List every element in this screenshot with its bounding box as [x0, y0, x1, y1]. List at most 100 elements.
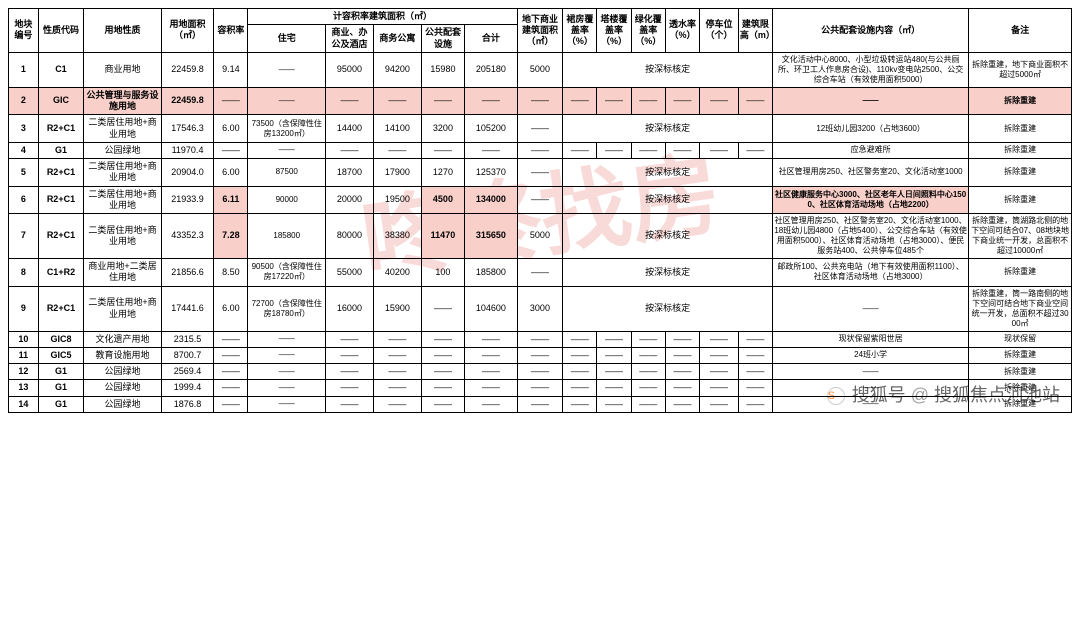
- cell-pub-content: 应急避难所: [773, 142, 969, 158]
- cell-podium: 按深标核定: [563, 214, 773, 259]
- cell-land-use: 二类居住用地+商业用地: [84, 214, 162, 259]
- cell-far: 6.00: [214, 286, 248, 331]
- cell-podium: 按深标核定: [563, 286, 773, 331]
- cell-ug-biz: ——: [517, 115, 563, 143]
- cell-gfa-biz: ——: [326, 347, 374, 363]
- cell-gfa-pub: 15980: [421, 52, 464, 87]
- table-row: 2GIC公共管理与服务设施用地22459.8——————————————————…: [9, 87, 1072, 115]
- cell-gfa-pub: 1270: [421, 159, 464, 187]
- cell-land-use: 商业用地+二类居住用地: [84, 259, 162, 287]
- cell-remark: 现状保留: [969, 331, 1072, 347]
- cell-podium: 按深标核定: [563, 259, 773, 287]
- cell-perm: ——: [665, 380, 699, 396]
- cell-land-use: 公园绿地: [84, 142, 162, 158]
- th-gfa-biz: 商业、办公及酒店: [326, 25, 374, 53]
- th-plot-no: 地块编号: [9, 9, 39, 53]
- th-ug-biz: 地下商业建筑面积（㎡）: [517, 9, 563, 53]
- cell-land-area: 2315.5: [161, 331, 213, 347]
- cell-gfa-apt: ——: [373, 364, 421, 380]
- cell-gfa-apt: ——: [373, 380, 421, 396]
- cell-far: ——: [214, 87, 248, 115]
- table-row: 3R2+C1二类居住用地+商业用地17546.36.0073500（含保障性住房…: [9, 115, 1072, 143]
- cell-land-area: 22459.8: [161, 87, 213, 115]
- cell-gfa-total: ——: [465, 396, 518, 412]
- cell-remark: 拆除重建，地下商业面积不超过5000㎡: [969, 52, 1072, 87]
- cell-far: 6.00: [214, 115, 248, 143]
- cell-podium: ——: [563, 142, 597, 158]
- cell-gfa-res: ——: [248, 380, 326, 396]
- cell-tower: ——: [597, 347, 631, 363]
- cell-code: G1: [38, 380, 84, 396]
- cell-gfa-res: ——: [248, 347, 326, 363]
- cell-gfa-total: 315650: [465, 214, 518, 259]
- cell-gfa-biz: ——: [326, 396, 374, 412]
- cell-far: ——: [214, 142, 248, 158]
- cell-pub-content: ——: [773, 364, 969, 380]
- cell-gfa-total: ——: [465, 331, 518, 347]
- cell-far: ——: [214, 331, 248, 347]
- table-header: 地块编号 性质代码 用地性质 用地面积（㎡） 容积率 计容积率建筑面积（㎡） 地…: [9, 9, 1072, 53]
- cell-pub-content: ——: [773, 286, 969, 331]
- table-row: 4G1公园绿地11970.4——————————————————————————…: [9, 142, 1072, 158]
- cell-perm: ——: [665, 87, 699, 115]
- cell-plot-no: 3: [9, 115, 39, 143]
- cell-land-area: 21856.6: [161, 259, 213, 287]
- cell-green: ——: [631, 87, 665, 115]
- cell-gfa-total: 205180: [465, 52, 518, 87]
- cell-gfa-pub: ——: [421, 142, 464, 158]
- cell-tower: ——: [597, 331, 631, 347]
- cell-gfa-biz: ——: [326, 364, 374, 380]
- cell-far: ——: [214, 380, 248, 396]
- cell-far: ——: [214, 364, 248, 380]
- table-row: 9R2+C1二类居住用地+商业用地17441.66.0072700（含保障性住房…: [9, 286, 1072, 331]
- cell-gfa-apt: 38380: [373, 214, 421, 259]
- cell-parking: ——: [700, 380, 739, 396]
- cell-tower: ——: [597, 142, 631, 158]
- cell-gfa-total: ——: [465, 380, 518, 396]
- cell-podium: 按深标核定: [563, 115, 773, 143]
- cell-gfa-apt: ——: [373, 331, 421, 347]
- cell-remark: 拆除重建: [969, 364, 1072, 380]
- cell-gfa-pub: 3200: [421, 115, 464, 143]
- cell-remark: 拆除重建: [969, 186, 1072, 214]
- cell-height: ——: [738, 142, 772, 158]
- th-land-area: 用地面积（㎡）: [161, 9, 213, 53]
- cell-plot-no: 8: [9, 259, 39, 287]
- cell-remark: 拆除重建: [969, 87, 1072, 115]
- cell-gfa-res: 185800: [248, 214, 326, 259]
- cell-pub-content: 24班小学: [773, 347, 969, 363]
- th-far: 容积率: [214, 9, 248, 53]
- cell-height: ——: [738, 396, 772, 412]
- table-row: 12G1公园绿地2569.4——————————————————————————…: [9, 364, 1072, 380]
- cell-gfa-res: 90500（含保障性住房17220㎡）: [248, 259, 326, 287]
- cell-pub-content: ——: [773, 396, 969, 412]
- cell-gfa-biz: 55000: [326, 259, 374, 287]
- cell-height: ——: [738, 87, 772, 115]
- cell-podium: ——: [563, 380, 597, 396]
- cell-gfa-pub: ——: [421, 380, 464, 396]
- cell-gfa-res: 90000: [248, 186, 326, 214]
- cell-gfa-pub: ——: [421, 347, 464, 363]
- cell-pub-content: 社区健康服务中心3000、社区老年人日间照料中心1500、社区体育活动场地（占地…: [773, 186, 969, 214]
- cell-remark: 拆除重建: [969, 159, 1072, 187]
- cell-green: ——: [631, 331, 665, 347]
- cell-plot-no: 1: [9, 52, 39, 87]
- cell-far: 6.00: [214, 159, 248, 187]
- cell-gfa-res: ——: [248, 87, 326, 115]
- cell-gfa-pub: 100: [421, 259, 464, 287]
- cell-far: 9.14: [214, 52, 248, 87]
- cell-code: G1: [38, 142, 84, 158]
- cell-code: GIC5: [38, 347, 84, 363]
- cell-gfa-total: 105200: [465, 115, 518, 143]
- cell-land-area: 11970.4: [161, 142, 213, 158]
- th-code: 性质代码: [38, 9, 84, 53]
- cell-code: R2+C1: [38, 186, 84, 214]
- cell-code: G1: [38, 396, 84, 412]
- cell-land-use: 文化遗产用地: [84, 331, 162, 347]
- cell-gfa-pub: 4500: [421, 186, 464, 214]
- cell-code: GIC8: [38, 331, 84, 347]
- cell-gfa-res: ——: [248, 52, 326, 87]
- cell-gfa-biz: 80000: [326, 214, 374, 259]
- cell-far: 7.28: [214, 214, 248, 259]
- cell-plot-no: 7: [9, 214, 39, 259]
